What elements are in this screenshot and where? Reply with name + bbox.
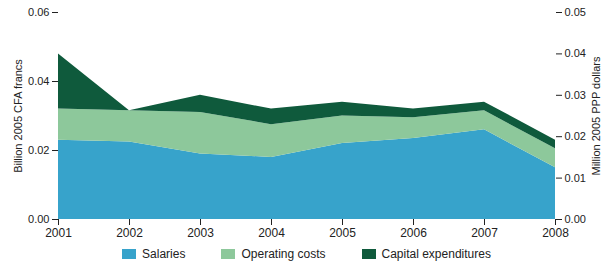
- html-text:Capital expenditures: Capital expenditures: [381, 247, 491, 261]
- svg-text:0.01: 0.01: [565, 172, 586, 184]
- svg-text:2003: 2003: [187, 226, 214, 240]
- svg-text:2005: 2005: [329, 226, 356, 240]
- svg-text:0.05: 0.05: [565, 6, 586, 18]
- svg-text:2007: 2007: [471, 226, 498, 240]
- svg-text:2002: 2002: [116, 226, 143, 240]
- svg-text:2006: 2006: [400, 226, 427, 240]
- svg-text:Billion 2005 CFA francs: Billion 2005 CFA francs: [12, 59, 24, 173]
- html-text:Salaries: Salaries: [142, 247, 186, 261]
- svg-text:0.00: 0.00: [565, 213, 586, 225]
- svg-text:0.04: 0.04: [28, 75, 49, 87]
- svg-text:2001: 2001: [45, 226, 72, 240]
- svg-text:0.06: 0.06: [28, 6, 49, 18]
- svg-text:0.02: 0.02: [565, 130, 586, 142]
- svg-text:2004: 2004: [258, 226, 285, 240]
- html-text:Operating costs: Operating costs: [241, 247, 326, 261]
- svg-text:Million 2005 PPP dollars: Million 2005 PPP dollars: [590, 56, 602, 176]
- svg-text:0.02: 0.02: [28, 144, 49, 156]
- svg-text:0.00: 0.00: [28, 213, 49, 225]
- svg-text:0.03: 0.03: [565, 89, 586, 101]
- svg-text:2008: 2008: [542, 226, 569, 240]
- svg-text:0.04: 0.04: [565, 47, 586, 59]
